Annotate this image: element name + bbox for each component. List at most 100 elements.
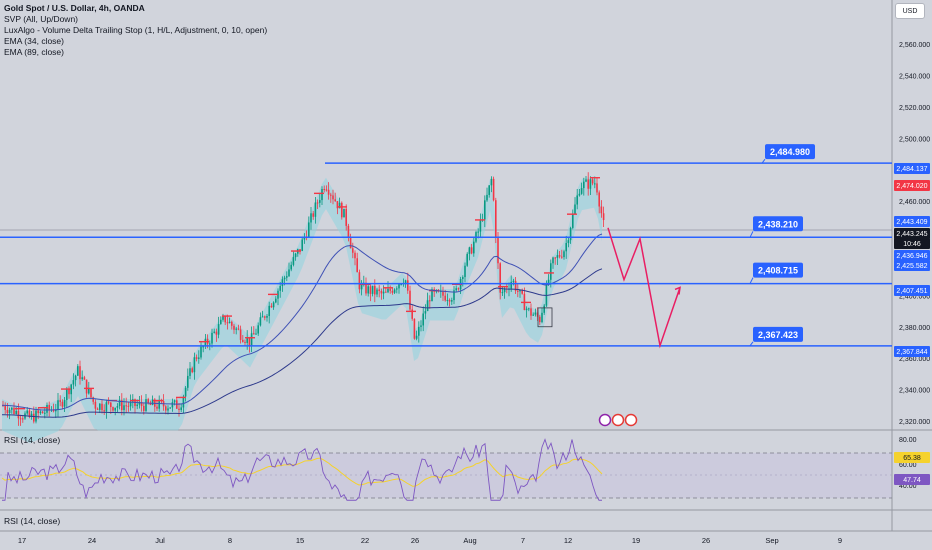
candle-body xyxy=(398,284,400,289)
candle-body xyxy=(63,400,66,407)
candle-body xyxy=(127,405,130,407)
time-tick-label: Sep xyxy=(765,536,778,545)
candle-body xyxy=(266,315,268,318)
price-tag-text: 10:46 xyxy=(903,241,921,248)
candle-body xyxy=(301,239,303,251)
price-tag-box xyxy=(894,260,930,271)
candle-body xyxy=(165,406,167,411)
indicator-ema-34[interactable]: EMA (34, close) xyxy=(4,36,64,46)
ema-34-line xyxy=(1,233,603,411)
candle-body xyxy=(99,403,101,410)
time-axis[interactable]: 17 24 Jul 8 15 22 26 Aug 7 12 19 26 Sep 9 xyxy=(18,536,842,545)
level-label: 2,408.715 xyxy=(758,266,798,276)
candle-body xyxy=(451,300,453,302)
rsi-tag-text: 65.38 xyxy=(903,455,921,462)
candle-body xyxy=(228,321,231,324)
indicator-svp[interactable]: SVP (All, Up/Down) xyxy=(4,14,79,24)
candle-body xyxy=(28,410,31,417)
level-label-pointer xyxy=(749,277,754,284)
ema-layer xyxy=(1,233,603,418)
candle-body xyxy=(281,279,284,287)
candle-body xyxy=(257,325,259,334)
candle-body xyxy=(528,308,530,310)
candle-body xyxy=(385,291,387,293)
candle-body xyxy=(268,305,270,316)
candle-body xyxy=(191,368,193,373)
candle-body xyxy=(468,247,471,254)
candle-body xyxy=(547,279,550,284)
candle-body xyxy=(369,286,372,294)
symbol-title[interactable]: Gold Spot / U.S. Dollar, 4h, OANDA xyxy=(4,3,145,13)
candle-body xyxy=(77,366,79,376)
candle-body xyxy=(565,243,567,252)
candle-body xyxy=(393,289,396,293)
candles-layer xyxy=(2,172,605,443)
rsi-tick-label: 40.00 xyxy=(899,483,917,490)
indicator-ema-89[interactable]: EMA (89, close) xyxy=(4,47,64,57)
candle-body xyxy=(81,377,83,380)
candle-body xyxy=(184,387,187,397)
currency-button[interactable]: USD xyxy=(895,3,925,19)
candle-body xyxy=(101,403,103,411)
candle-body xyxy=(178,408,180,410)
level-label-pointer xyxy=(749,231,754,238)
candle-body xyxy=(19,418,22,420)
candle-body xyxy=(347,225,350,238)
candle-body xyxy=(409,290,411,310)
candle-body xyxy=(200,346,202,358)
candle-body xyxy=(554,257,556,259)
volume-delta-band xyxy=(2,176,602,443)
candle-body xyxy=(600,206,603,214)
indicator-luxalgo[interactable]: LuxAlgo - Volume Delta Trailing Stop (1,… xyxy=(4,25,268,35)
candle-body xyxy=(312,213,314,217)
candle-body xyxy=(479,219,482,232)
candle-body xyxy=(303,236,306,240)
rsi-legend[interactable]: RSI (14, close) xyxy=(4,435,61,445)
price-tags: 2,484.137 2,474.020 2,443.409 2,443.245 10:4… xyxy=(894,163,930,485)
candle-body xyxy=(391,290,394,293)
candle-body xyxy=(589,179,592,189)
candle-body xyxy=(552,257,554,264)
candle-body xyxy=(503,288,506,293)
candle-body xyxy=(411,309,413,319)
candle-body xyxy=(367,286,369,294)
candle-body xyxy=(336,201,339,209)
ema-89-line xyxy=(1,268,603,418)
candle-body xyxy=(246,337,248,343)
candle-body xyxy=(112,407,114,411)
candle-body xyxy=(490,178,493,186)
candle-body xyxy=(387,288,389,293)
level-label-box xyxy=(753,262,803,278)
candle-body xyxy=(594,183,596,185)
candle-body xyxy=(400,284,402,286)
candle-body xyxy=(464,265,466,278)
candle-body xyxy=(539,316,541,323)
candle-body xyxy=(94,401,97,409)
candle-body xyxy=(323,189,325,191)
candle-body xyxy=(334,199,336,202)
candle-body xyxy=(195,357,198,359)
candle-body xyxy=(209,343,211,345)
candle-body xyxy=(231,321,233,326)
candle-body xyxy=(365,282,367,294)
time-tick-label: 12 xyxy=(564,536,572,545)
economic-event-icon xyxy=(598,413,612,427)
candle-body xyxy=(519,289,521,292)
price-tick-label: 2,540.000 xyxy=(899,73,930,80)
candle-body xyxy=(52,409,55,412)
price-tick-label: 2,500.000 xyxy=(899,136,930,143)
candle-body xyxy=(123,405,125,411)
candle-body xyxy=(413,318,416,339)
candle-body xyxy=(26,410,28,414)
candle-body xyxy=(338,202,341,209)
candle-body xyxy=(422,313,424,326)
candle-body xyxy=(332,195,334,200)
symbol-legend[interactable]: Gold Spot / U.S. Dollar, 4h, OANDA SVP (… xyxy=(4,3,267,58)
candle-body xyxy=(448,299,451,302)
candle-body xyxy=(224,316,226,323)
price-tick-label: 2,380.000 xyxy=(899,325,930,332)
time-tick-label: 15 xyxy=(296,536,304,545)
level-label-pointer xyxy=(749,341,754,347)
rsi-legend-2[interactable]: RSI (14, close) xyxy=(4,516,61,526)
